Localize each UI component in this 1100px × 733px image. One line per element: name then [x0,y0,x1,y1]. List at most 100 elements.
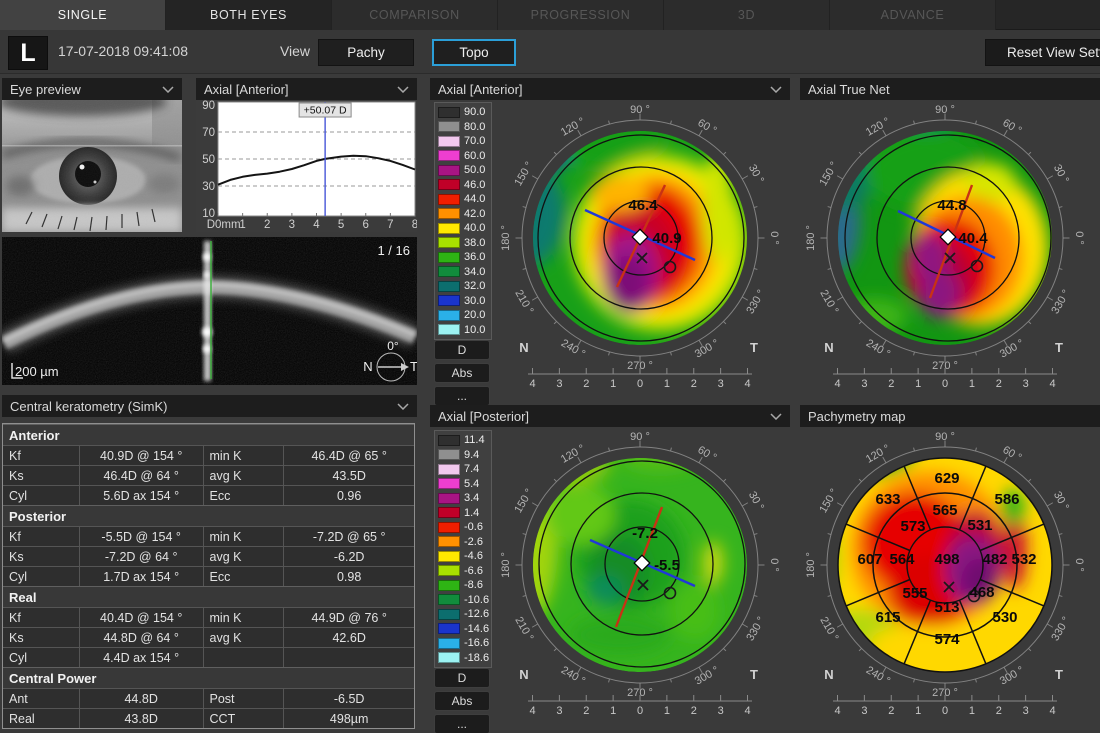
thinnest-point-marker [663,260,677,274]
angle-label: 240 ° [864,664,892,687]
map-button-abs[interactable]: Abs [434,363,490,383]
oct-bscan-image: 1 / 16 200 µm 0° N T [2,237,417,385]
color-scale-row: 11.4 [438,433,491,448]
color-scale-value: 50.0 [464,164,486,177]
color-scale-row: 10.0 [438,323,491,338]
simk-cell: 42.6D [332,630,366,645]
chevron-down-icon[interactable] [162,85,174,93]
simk-cell: 44.8D [80,689,204,708]
simk-cell: Ks [3,466,80,485]
axial-graph-panel-header: Axial [Anterior] [196,78,417,100]
map-value-label: 633 [875,491,900,508]
zone-circles [844,134,1052,342]
color-scale-row: 32.0 [438,279,491,294]
pachymetry-map: 90 °120 °150 °180 °210 °240 °270 °300 °3… [805,431,1085,717]
color-scale-row: 90.0 [438,105,491,120]
angle-label: 330 ° [1049,615,1072,643]
pachymetry-map-header: Pachymetry map [800,405,1100,427]
eye-preview-title: Eye preview [10,81,81,97]
color-scale-value: 44.0 [464,193,486,206]
color-scale-value: -18.6 [464,651,490,664]
graph-x-tick: 1 [239,219,245,231]
color-scale-row: -18.6 [438,651,491,666]
angle-label: 150 ° [817,487,840,515]
ruler-number: 2 [888,705,894,717]
nasal-label: N [824,667,833,682]
map-button-more[interactable]: ... [434,714,490,733]
simk-cell: Kf [3,608,80,627]
graph-tooltip-value: +50.07 D [304,105,347,117]
ruler-number: 4 [834,705,840,717]
chevron-down-icon[interactable] [770,412,782,420]
ruler-number: 2 [888,378,894,390]
reset-view-settings-button[interactable]: Reset View Sett [985,39,1100,66]
color-scale-row: -14.6 [438,622,491,637]
chevron-down-icon[interactable] [397,85,409,93]
simk-cell: -5.5D @ 154 ° [80,527,204,546]
angle-label: 120 ° [559,442,587,465]
graph-x-tick: 3 [289,219,295,231]
color-scale-swatch [438,623,460,635]
map-button-d[interactable]: D [434,668,490,688]
ruler-number: 4 [744,378,750,390]
color-scale-value: 20.0 [464,309,486,322]
angle-label: 180 ° [500,225,512,251]
simk-cell: min K [204,527,285,546]
angle-label: 180 ° [500,552,512,578]
main-tab-bar: SINGLE BOTH EYES COMPARISON PROGRESSION 3D AD… [0,0,1100,30]
color-scale-row: 30.0 [438,294,491,309]
apex-marker [939,228,957,246]
ruler-number: 2 [996,705,1002,717]
angle-label: 270 ° [932,687,958,699]
tab-both-eyes[interactable]: BOTH EYES [166,0,332,30]
color-scale-swatch [438,135,460,147]
simk-table: Anterior Kf 40.9D @ 154 ° min K 46.4D @ 65 °… [2,423,415,729]
color-scale-value: -6.6 [464,564,483,577]
map-button-abs[interactable]: Abs [434,691,490,711]
simk-cell: Ecc [204,486,285,505]
map-button-d[interactable]: D [434,340,490,360]
axial-truenet-map-title: Axial True Net [808,81,890,97]
temporal-label: T [1055,667,1063,682]
ruler-number: 1 [915,705,921,717]
table-row: Cyl 4.4D ax 154 ° [3,647,414,667]
axial-anterior-map-header: Axial [Anterior] [430,78,790,100]
color-scale-value: 30.0 [464,294,486,307]
color-scale-swatch [438,637,460,649]
simk-section-header: Central Power [3,667,414,688]
pachy-button[interactable]: Pachy [318,39,414,66]
ruler-number: 4 [744,705,750,717]
color-scale-row: 5.4 [438,477,491,492]
chevron-down-icon[interactable] [397,402,409,410]
ruler-number: 2 [996,378,1002,390]
ruler-number: 1 [610,378,616,390]
simk-cell: Ant [3,689,80,708]
zone-circles [537,134,745,342]
angle-label: 0 ° [768,231,780,245]
color-scale-value: 11.4 [464,434,485,447]
color-scale-swatch [438,222,460,234]
angle-label: 210 ° [512,288,535,316]
simk-cell: Cyl [3,567,80,586]
color-scale-row: 70.0 [438,134,491,149]
tab-single[interactable]: SINGLE [0,0,166,30]
topo-button[interactable]: Topo [432,39,516,66]
axial-truenet-map-header: Axial True Net [800,78,1100,100]
color-scale-value: -16.6 [464,637,490,650]
color-scale-swatch [438,164,460,176]
map-value-label: 573 [900,518,925,535]
map-value-label: 607 [857,551,882,568]
angle-label: 60 ° [1000,117,1023,137]
angle-label: 90 ° [630,104,650,116]
ruler-number: 1 [969,378,975,390]
angle-label: 240 ° [559,664,587,687]
tab-comparison: COMPARISON [332,0,498,30]
ruler-number: 4 [1049,705,1055,717]
table-row: Kf 40.9D @ 154 ° min K 46.4D @ 65 ° [3,445,414,465]
chevron-down-icon[interactable] [770,85,782,93]
nasal-label: N [519,340,528,355]
angle-label: 240 ° [559,337,587,360]
color-scale-value: 5.4 [464,477,480,490]
map-button-more[interactable]: ... [434,386,490,406]
simk-cell: 1.7D ax 154 ° [80,567,204,586]
